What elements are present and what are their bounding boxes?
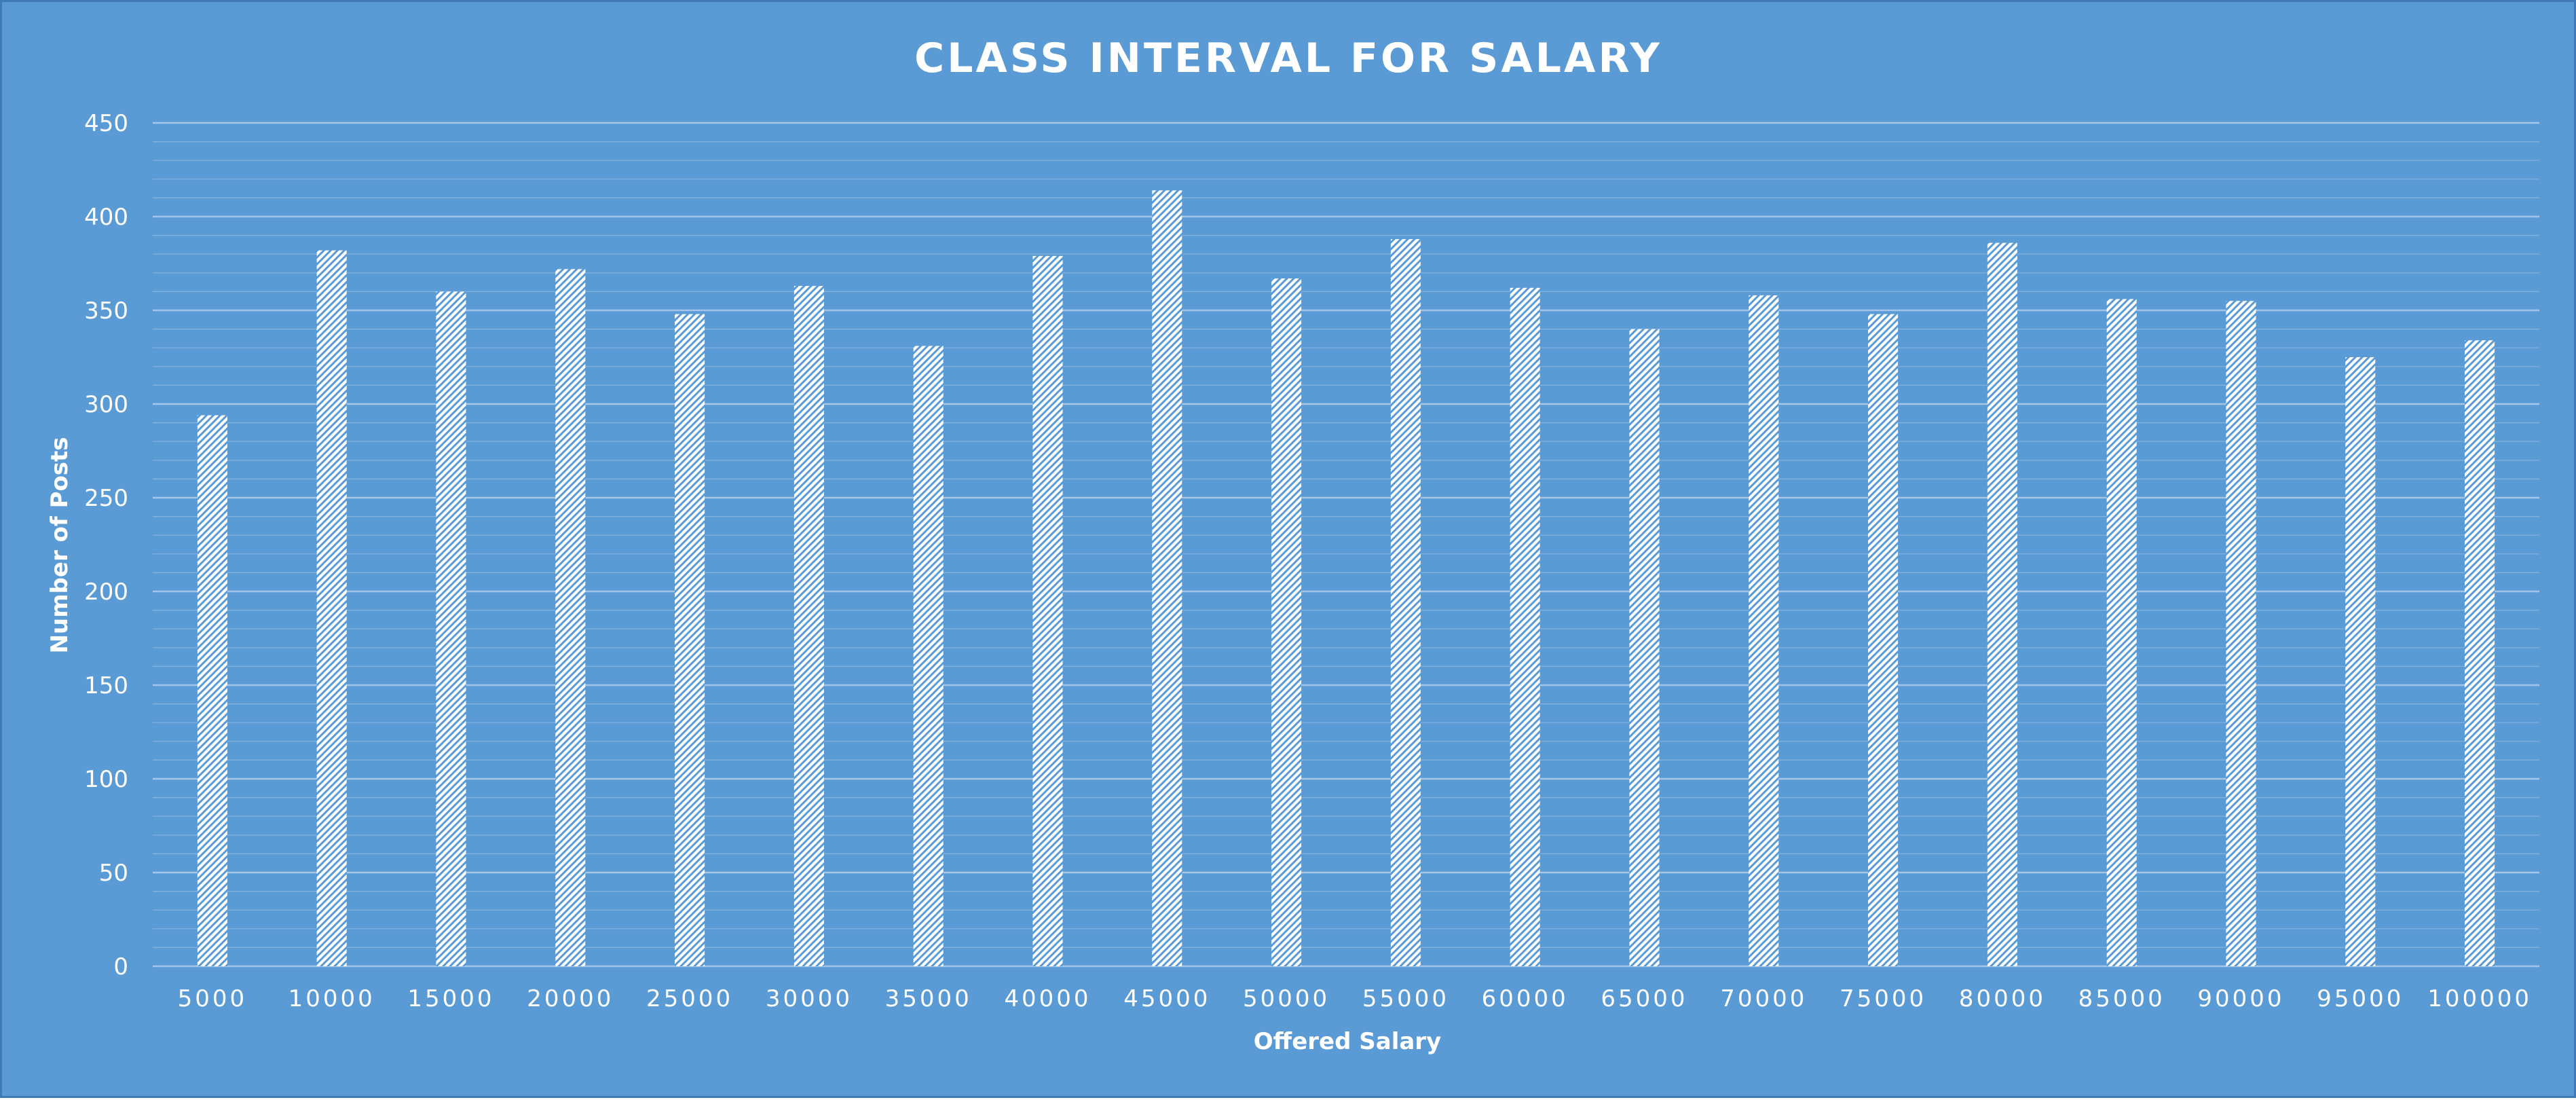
x-tick-label: 45000 — [1123, 985, 1210, 1012]
x-tick-label: 100000 — [2427, 985, 2532, 1012]
bar-50000 — [1271, 278, 1302, 967]
bar-25000 — [675, 314, 705, 966]
x-tick-label: 90000 — [2197, 985, 2284, 1012]
y-tick-label: 450 — [84, 110, 128, 137]
bar-30000 — [794, 286, 824, 966]
bar-55000 — [1390, 239, 1421, 966]
y-tick-label: 400 — [84, 204, 128, 231]
x-axis-title: Offered Salary — [1254, 1028, 1441, 1055]
y-tick-label: 350 — [84, 297, 128, 325]
bar-60000 — [1510, 287, 1540, 966]
x-tick-label: 75000 — [1840, 985, 1926, 1012]
x-tick-label: 40000 — [1004, 985, 1091, 1012]
gridlines — [153, 122, 2539, 968]
bar-5000 — [197, 415, 227, 966]
bar-95000 — [2345, 357, 2376, 966]
x-tick-label: 10000 — [288, 985, 375, 1012]
y-tick-label: 200 — [84, 579, 128, 606]
bar-20000 — [555, 269, 586, 966]
y-tick-label: 300 — [84, 391, 128, 418]
x-tick-label: 55000 — [1362, 985, 1449, 1012]
y-axis-title: Number of Posts — [46, 437, 73, 653]
y-axis-ticks: 0 50 100 150 200 250 300 350 400 450 — [84, 110, 128, 980]
bar-40000 — [1032, 255, 1063, 967]
x-tick-label: 95000 — [2317, 985, 2404, 1012]
bar-75000 — [1868, 314, 1899, 966]
y-tick-label: 50 — [99, 860, 128, 887]
x-tick-label: 65000 — [1601, 985, 1687, 1012]
bars — [197, 190, 2495, 967]
x-tick-label: 30000 — [766, 985, 853, 1012]
y-tick-label: 100 — [84, 766, 128, 793]
x-axis-ticks: 5000 10000 15000 20000 25000 30000 35000 40000 4… — [178, 985, 2532, 1012]
bar-45000 — [1152, 190, 1182, 966]
x-tick-label: 5000 — [178, 985, 248, 1012]
bar-80000 — [1987, 242, 2017, 966]
x-tick-label: 85000 — [2078, 985, 2165, 1012]
bar-100000 — [2465, 340, 2495, 966]
x-tick-label: 35000 — [885, 985, 972, 1012]
bar-70000 — [1749, 295, 1779, 966]
y-tick-label: 250 — [84, 485, 128, 512]
y-tick-label: 150 — [84, 672, 128, 699]
bar-35000 — [913, 346, 944, 966]
bar-15000 — [436, 291, 466, 966]
chart-title: CLASS INTERVAL FOR SALARY — [914, 35, 1662, 82]
x-tick-label: 60000 — [1482, 985, 1569, 1012]
y-tick-label: 0 — [113, 953, 128, 980]
x-tick-label: 80000 — [1959, 985, 2046, 1012]
x-tick-label: 20000 — [527, 985, 614, 1012]
bar-65000 — [1629, 329, 1660, 967]
bar-85000 — [2106, 299, 2137, 966]
bar-10000 — [316, 250, 347, 967]
x-tick-label: 25000 — [646, 985, 733, 1012]
bar-90000 — [2226, 301, 2256, 966]
x-tick-label: 70000 — [1720, 985, 1807, 1012]
x-tick-label: 15000 — [407, 985, 494, 1012]
x-tick-label: 50000 — [1243, 985, 1330, 1012]
